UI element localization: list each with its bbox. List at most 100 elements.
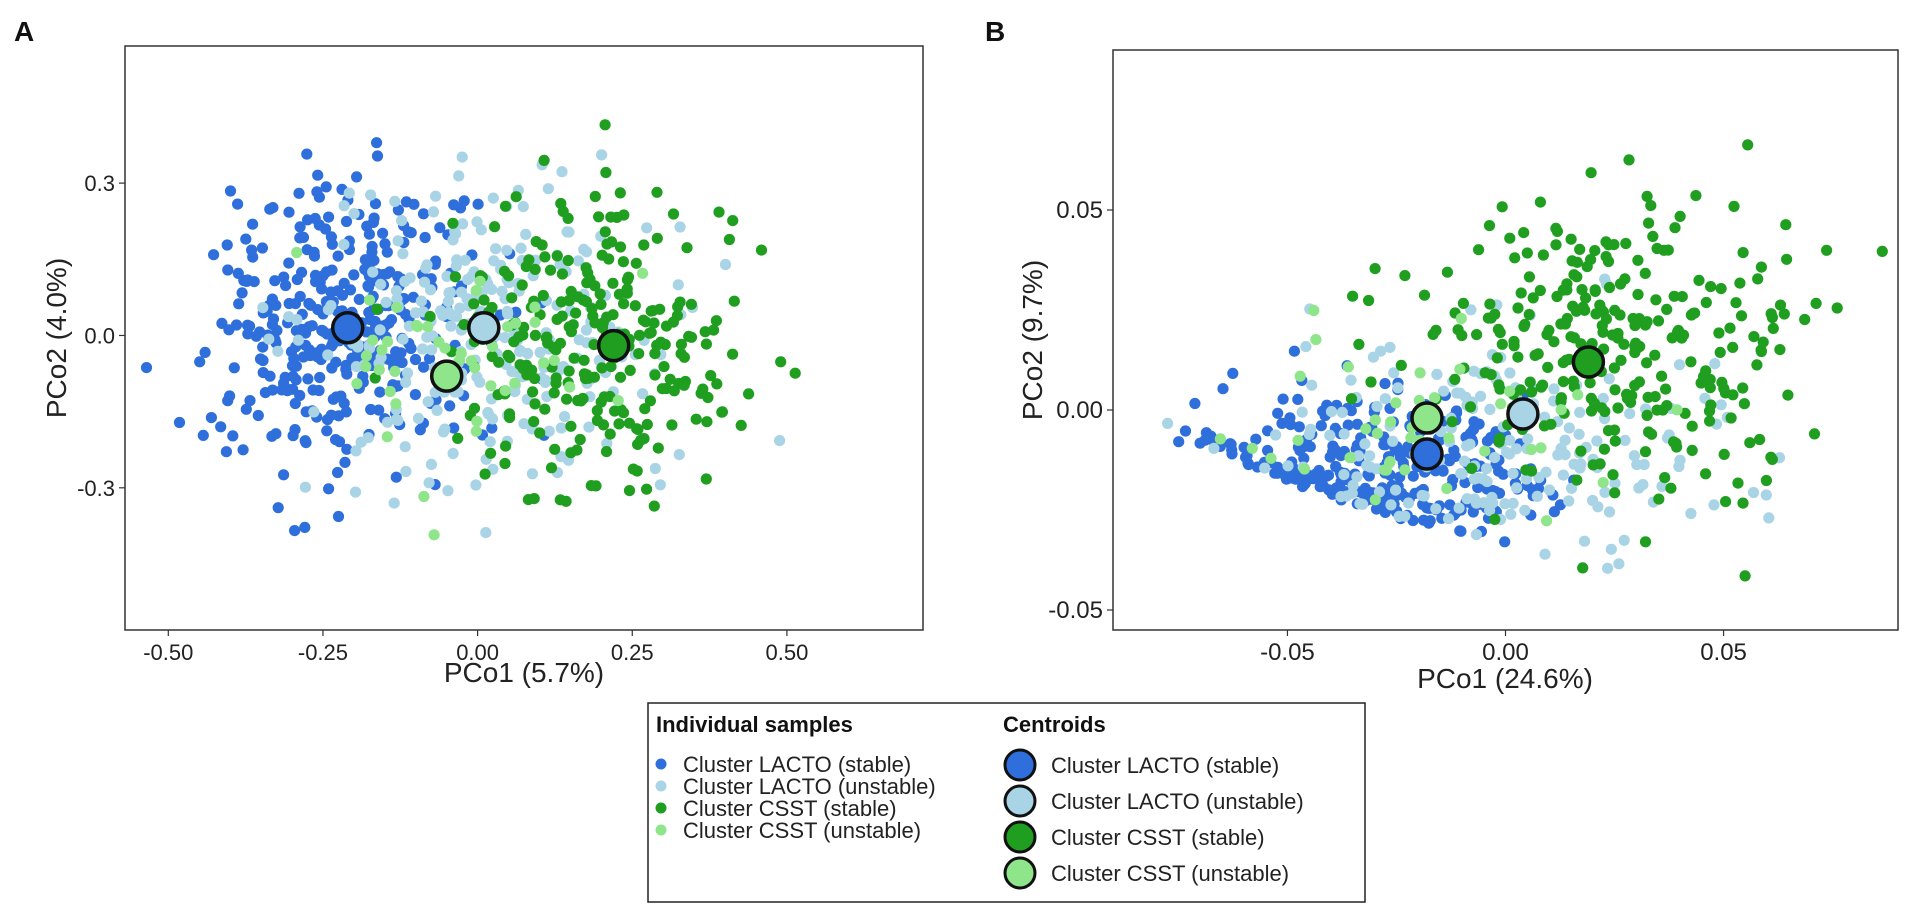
panel-b-point-series-3	[1496, 201, 1508, 213]
panel-a-point-series-2	[362, 432, 374, 444]
panel-a-point-series-3	[716, 406, 729, 418]
panel-b-point-series-2	[1603, 373, 1615, 385]
panel-a-point-series-3	[648, 317, 660, 329]
panel-a-point-series-1	[377, 227, 389, 239]
panel-b-point-series-3	[1689, 307, 1701, 319]
panel-a-point-series-4	[474, 275, 486, 287]
panel-b-point-series-3	[1641, 357, 1653, 369]
panel-a-point-series-4	[470, 285, 482, 297]
panel-b-point-series-1	[1189, 397, 1201, 410]
panel-b-point-series-2	[1393, 510, 1405, 522]
panel-a-point-series-1	[199, 346, 211, 358]
panel-a-point-series-1	[371, 150, 384, 162]
panel-a-point-series-2	[542, 183, 554, 195]
panel-a-point-series-1	[323, 211, 335, 223]
legend-centroid-label-csst-stable: Cluster CSST (stable)	[1051, 825, 1265, 850]
panel-a-point-series-1	[244, 395, 256, 407]
panel-b-point-series-3	[1576, 284, 1588, 296]
panel-a-point-series-2	[486, 413, 499, 425]
panel-b-point-series-3	[1727, 341, 1739, 353]
panel-b-point-series-1	[1317, 405, 1329, 417]
panel-a-point-series-3	[675, 338, 688, 350]
panel-b-point-series-1	[1276, 417, 1288, 429]
panel-b-point-series-3	[1596, 320, 1608, 332]
panel-a-point-series-1	[272, 502, 284, 514]
panel-a-point-series-1	[294, 232, 306, 244]
panel-a-point-series-3	[526, 364, 538, 376]
panel-b-point-series-3	[1643, 217, 1655, 229]
panel-a-point-series-3	[548, 387, 560, 399]
panel-a-point-series-4	[612, 395, 624, 407]
panel-b-point-series-3	[1567, 300, 1579, 312]
panel-a-x-tick-label: 0.25	[611, 640, 654, 665]
panel-a-point-series-3	[544, 264, 557, 276]
panel-a-point-series-2	[390, 285, 403, 297]
panel-b-point-series-2	[1574, 406, 1586, 418]
panel-a-centroid-lacto-stable	[330, 311, 365, 345]
panel-b-point-series-3	[1686, 444, 1698, 456]
panel-b-point-series-1	[1205, 430, 1217, 442]
panel-b-point-series-1	[1378, 439, 1390, 451]
panel-a-point-series-1	[348, 269, 360, 281]
panel-b-point-series-3	[1623, 154, 1635, 166]
legend-centroid-label-lacto-stable: Cluster LACTO (stable)	[1051, 753, 1279, 778]
panel-a-point-series-3	[633, 348, 645, 360]
panel-b-point-series-1	[1286, 472, 1298, 484]
panel-b-point-series-3	[1657, 404, 1669, 416]
panel-a-point-series-4	[363, 294, 376, 306]
panel-b-point-series-2	[1673, 359, 1686, 371]
panel-b-point-series-2	[1619, 434, 1631, 446]
panel-b-point-series-3	[1509, 252, 1521, 264]
panel-a-point-series-1	[233, 298, 245, 310]
panel-b-point-series-3	[1550, 239, 1562, 251]
panel-a-point-series-3	[667, 208, 680, 220]
panel-a-point-series-2	[502, 308, 514, 320]
panel-b-point-series-3	[1534, 196, 1546, 208]
panel-a-point-series-3	[654, 303, 666, 315]
panel-b-point-series-2	[1453, 502, 1465, 514]
panel-b-point-series-4	[1671, 404, 1683, 416]
panel-b-point-series-3	[1760, 474, 1772, 487]
panel-a-point-series-3	[678, 351, 691, 363]
panel-b-point-series-4	[1597, 477, 1609, 489]
panel-a-point-series-3	[556, 268, 569, 280]
panel-a-point-series-3	[593, 211, 605, 223]
panel-a-centroid-csst-stable	[596, 328, 631, 363]
panel-b-point-series-4	[1535, 442, 1547, 454]
panel-a-y-tick-label: 0.0	[84, 323, 115, 348]
panel-a-point-series-1	[257, 367, 269, 379]
panel-a-point-series-3	[577, 393, 589, 405]
panel-a-point-series-2	[506, 365, 518, 378]
panel-b-point-series-3	[1737, 497, 1749, 509]
panel-a-point-series-1	[371, 137, 383, 149]
panel-a-point-series-3	[538, 154, 550, 166]
panel-b-point-series-2	[1638, 459, 1650, 471]
panel-b-point-series-3	[1494, 327, 1506, 339]
panel-b-point-series-2	[1338, 469, 1350, 481]
panel-a-point-series-1	[353, 293, 365, 305]
panel-b-point-series-2	[1709, 358, 1721, 370]
panel-b-point-series-3	[1615, 354, 1627, 366]
panel-b-point-series-3	[1588, 397, 1601, 409]
panel-b-point-series-3	[1649, 349, 1661, 361]
panel-a-point-series-2	[517, 201, 529, 213]
panel-a-point-series-1	[369, 198, 382, 210]
panel-b-point-series-3	[1704, 382, 1716, 394]
panel-a-point-series-1	[409, 389, 421, 401]
panel-a-point-series-1	[486, 422, 498, 434]
panel-a-point-series-3	[561, 393, 573, 405]
panel-b-point-series-4	[1443, 432, 1455, 444]
panel-b-point-series-2	[1375, 345, 1387, 357]
panel-a-point-series-2	[441, 270, 453, 282]
panel-a-point-series-1	[326, 264, 338, 276]
panel-a-point-series-3	[643, 327, 656, 339]
panel-a-point-series-2	[453, 170, 465, 182]
panel-b-point-series-3	[1656, 370, 1668, 382]
panel-b-point-series-3	[1810, 297, 1822, 309]
panel-a-point-series-2	[415, 295, 427, 307]
panel-b-point-series-2	[1519, 504, 1531, 516]
panel-a-point-series-3	[658, 361, 670, 373]
panel-b-point-series-3	[1479, 367, 1491, 379]
panel-a-point-series-1	[339, 456, 351, 468]
panel-b-point-series-3	[1399, 270, 1411, 282]
